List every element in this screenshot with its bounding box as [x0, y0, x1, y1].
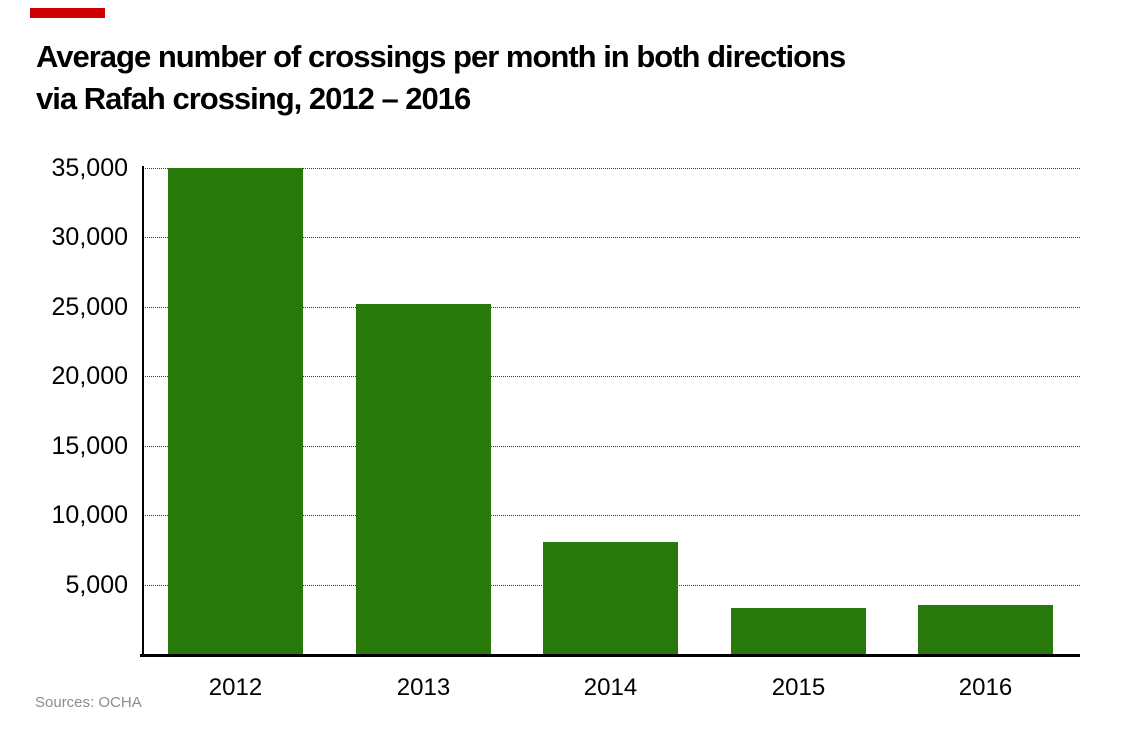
- y-axis-tick-label: 10,000: [51, 501, 128, 529]
- x-axis-tick-label: 2012: [208, 674, 263, 701]
- bar-2016: [918, 605, 1053, 654]
- chart-title-line-1: Average number of crossings per month in…: [36, 39, 846, 74]
- y-axis-tick-label: 20,000: [51, 362, 128, 390]
- gridline-35000: [142, 168, 1080, 169]
- y-axis-tick-label: 5,000: [65, 571, 128, 599]
- bar-2013: [356, 304, 491, 654]
- y-axis-tick-label: 30,000: [51, 223, 128, 251]
- y-axis-line: [142, 166, 144, 655]
- chart-title: Average number of crossings per month in…: [36, 36, 846, 120]
- gridline-10000: [142, 515, 1080, 516]
- y-axis-tick-label: 35,000: [51, 154, 128, 182]
- bar-2012: [168, 168, 303, 654]
- chart-title-line-2: via Rafah crossing, 2012 – 2016: [36, 81, 471, 116]
- y-axis-tick-label: 25,000: [51, 293, 128, 321]
- y-axis-tick-label: 15,000: [51, 432, 128, 460]
- x-axis-tick-label: 2014: [583, 674, 638, 701]
- x-axis-tick-label: 2016: [958, 674, 1013, 701]
- x-axis-tick-label: 2013: [396, 674, 451, 701]
- gridline-15000: [142, 446, 1080, 447]
- x-axis-tick-label: 2015: [771, 674, 826, 701]
- bar-2014: [543, 542, 678, 654]
- gridline-30000: [142, 237, 1080, 238]
- brand-accent-bar: [30, 8, 105, 18]
- x-axis-line: [140, 654, 1080, 657]
- gridline-20000: [142, 376, 1080, 377]
- bar-2015: [731, 608, 866, 654]
- source-note: Sources: OCHA: [35, 694, 142, 711]
- gridline-25000: [142, 307, 1080, 308]
